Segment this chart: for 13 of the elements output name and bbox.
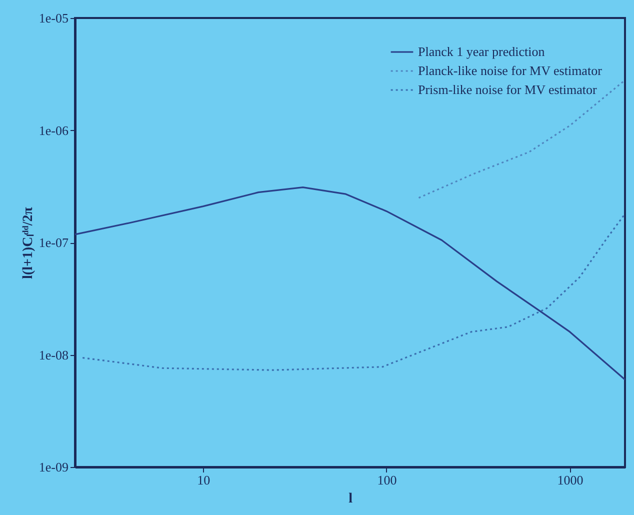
y-axis-title: l(l+1)Cₗᵈᵈ/2π bbox=[20, 206, 36, 279]
x-tick-label: 100 bbox=[377, 472, 397, 488]
x-axis-title: l bbox=[348, 492, 353, 506]
y-tick-label: 1e-06 bbox=[38, 122, 69, 138]
y-tick-label: 1e-05 bbox=[38, 10, 68, 26]
y-tick-label: 1e-08 bbox=[38, 347, 68, 362]
legend-label: Planck-like noise for MV estimator bbox=[418, 63, 603, 78]
legend-label: Prism-like noise for MV estimator bbox=[418, 82, 598, 97]
legend-label: Planck 1 year prediction bbox=[418, 44, 546, 59]
y-tick-label: 1e-09 bbox=[38, 460, 68, 474]
y-tick-label: 1e-07 bbox=[38, 235, 69, 250]
x-tick-label: 10 bbox=[197, 472, 210, 488]
x-tick-label: 1000 bbox=[557, 472, 584, 488]
